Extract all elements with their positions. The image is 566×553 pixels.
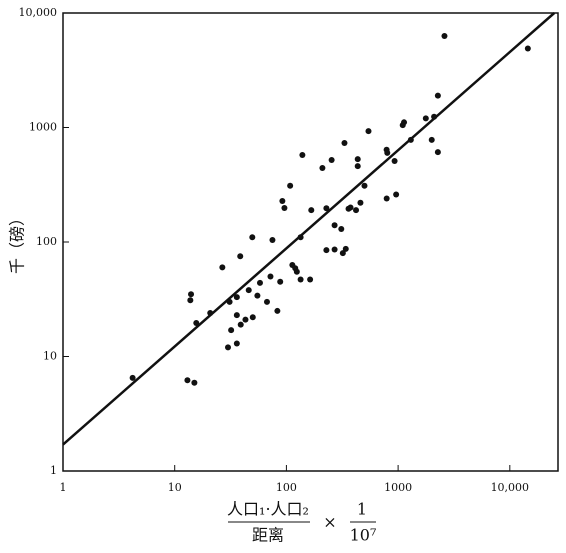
point xyxy=(434,92,441,99)
point xyxy=(274,307,281,314)
point xyxy=(339,250,346,257)
point xyxy=(299,152,306,159)
point xyxy=(353,207,360,214)
point xyxy=(434,149,441,156)
y-axis-label: 千（磅） xyxy=(8,210,27,274)
point xyxy=(297,234,304,241)
point xyxy=(328,157,335,164)
x-tick-label: 1000 xyxy=(384,481,412,494)
point xyxy=(129,374,136,381)
point xyxy=(237,321,244,328)
point xyxy=(263,298,270,305)
point xyxy=(354,156,361,163)
point xyxy=(347,204,354,211)
point xyxy=(219,264,226,271)
point xyxy=(341,139,348,146)
point xyxy=(188,291,195,298)
point xyxy=(267,273,274,280)
point xyxy=(289,261,296,268)
point xyxy=(287,182,294,189)
point xyxy=(354,163,361,170)
point xyxy=(323,247,330,254)
point xyxy=(297,276,304,283)
point xyxy=(338,225,345,232)
point xyxy=(401,119,408,126)
point xyxy=(193,320,200,327)
y-tick-label: 1000 xyxy=(29,121,57,134)
x-label-numerator: 人口₁·人口₂ xyxy=(227,500,309,519)
point xyxy=(242,316,249,323)
point xyxy=(428,136,435,143)
point xyxy=(233,312,240,319)
point xyxy=(422,115,429,122)
x-tick-label: 10 xyxy=(168,481,182,494)
x-label-factor-numerator: 1 xyxy=(357,500,367,519)
point xyxy=(249,314,256,321)
point xyxy=(184,377,191,384)
point xyxy=(249,234,256,241)
x-tick-label: 10,000 xyxy=(491,481,530,494)
point xyxy=(323,205,330,212)
point xyxy=(293,268,300,275)
point xyxy=(361,182,368,189)
point xyxy=(383,195,390,202)
x-tick-label: 1 xyxy=(60,481,67,494)
point xyxy=(226,298,233,305)
point xyxy=(331,246,338,253)
point xyxy=(254,292,261,299)
y-tick-label: 10,000 xyxy=(19,6,58,19)
point xyxy=(524,45,531,52)
point xyxy=(228,327,235,334)
point xyxy=(225,344,231,351)
point xyxy=(191,379,198,386)
point xyxy=(365,128,372,135)
plot-frame xyxy=(62,12,559,472)
point xyxy=(441,32,448,39)
x-label-denominator: 距离 xyxy=(252,526,284,545)
point xyxy=(279,198,286,205)
point xyxy=(331,222,338,229)
point xyxy=(256,279,263,286)
point xyxy=(342,245,349,252)
point xyxy=(233,340,240,347)
y-tick-label: 100 xyxy=(36,235,57,248)
point xyxy=(308,207,315,214)
point xyxy=(357,199,364,206)
y-tick-label: 10 xyxy=(43,350,57,363)
point xyxy=(245,287,252,294)
point xyxy=(393,191,400,198)
point xyxy=(187,297,194,304)
point xyxy=(277,278,284,285)
point xyxy=(233,294,240,301)
point xyxy=(307,276,314,283)
x-label-factor-denominator: 10⁷ xyxy=(350,526,377,545)
x-label-times: × xyxy=(323,513,336,532)
point xyxy=(237,253,244,260)
point xyxy=(281,205,288,212)
point xyxy=(407,136,414,143)
point xyxy=(207,309,214,316)
point xyxy=(384,149,391,156)
x-tick-label: 100 xyxy=(276,481,297,494)
point xyxy=(319,164,326,171)
fit-line xyxy=(62,12,556,446)
point xyxy=(391,157,398,164)
point xyxy=(269,237,276,244)
point xyxy=(431,113,438,120)
y-tick-label: 1 xyxy=(50,464,57,477)
